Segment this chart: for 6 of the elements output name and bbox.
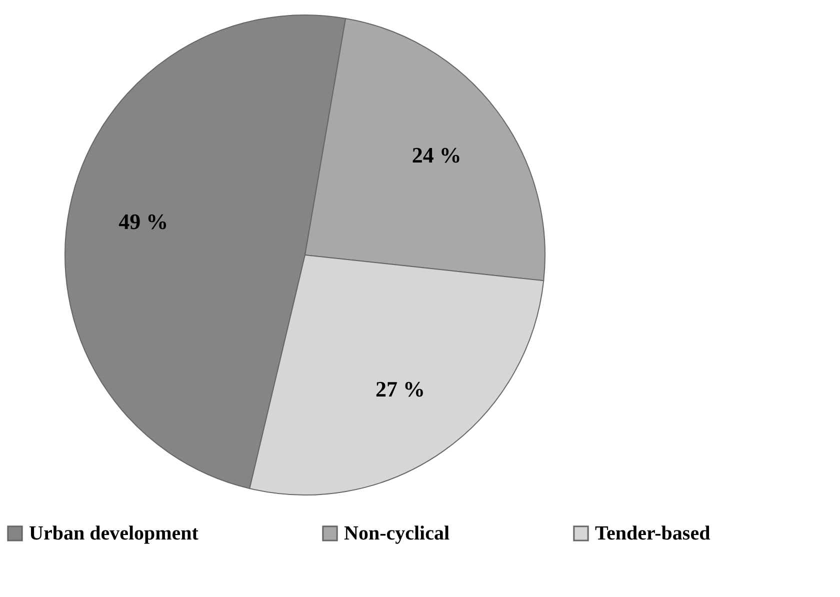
legend-label: Tender-based — [595, 522, 710, 544]
data-label: 27 % — [376, 376, 425, 402]
legend-label: Non-cyclical — [344, 522, 450, 544]
data-label: 49 % — [118, 208, 168, 234]
data-label: 24 % — [412, 142, 462, 168]
legend-label: Urban development — [29, 522, 199, 544]
